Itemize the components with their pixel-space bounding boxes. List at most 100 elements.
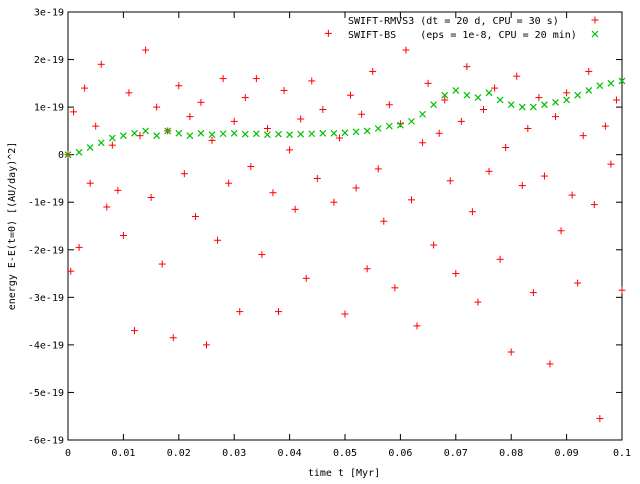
data-point-rmvs3 xyxy=(67,267,75,275)
data-point-rmvs3 xyxy=(75,243,83,251)
x-tick-label: 0.07 xyxy=(444,448,468,459)
data-point-rmvs3 xyxy=(446,177,454,185)
x-tick-label: 0.04 xyxy=(278,448,302,459)
data-point-bs xyxy=(164,127,172,135)
data-point-rmvs3 xyxy=(535,94,543,102)
data-point-rmvs3 xyxy=(385,101,393,109)
data-point-rmvs3 xyxy=(513,72,521,80)
data-point-bs xyxy=(131,129,138,137)
data-point-rmvs3 xyxy=(402,46,410,54)
data-point-rmvs3 xyxy=(396,120,404,128)
data-point-rmvs3 xyxy=(574,279,582,287)
y-tick-label: 1e-19 xyxy=(34,103,64,114)
data-point-rmvs3 xyxy=(612,96,620,104)
plot-border xyxy=(67,11,623,441)
data-point-rmvs3 xyxy=(557,227,565,235)
data-point-rmvs3 xyxy=(130,327,138,335)
data-point-rmvs3 xyxy=(153,103,161,111)
data-point-rmvs3 xyxy=(286,146,294,154)
data-point-bs xyxy=(341,129,349,137)
x-tick-label: 0.1 xyxy=(613,448,631,459)
data-point-bs xyxy=(396,121,404,129)
data-point-rmvs3 xyxy=(430,241,438,249)
data-point-rmvs3 xyxy=(568,191,576,199)
data-point-bs xyxy=(507,101,515,109)
legend-label-bs: SWIFT-BS (eps = 1e-8, CPU = 20 min) xyxy=(348,30,577,41)
data-point-bs xyxy=(408,117,415,125)
data-point-rmvs3 xyxy=(191,212,199,220)
data-point-rmvs3 xyxy=(424,79,432,87)
data-point-rmvs3 xyxy=(507,348,515,356)
data-point-bs xyxy=(208,131,216,139)
data-point-rmvs3 xyxy=(618,286,626,294)
data-point-bs xyxy=(252,130,260,138)
data-point-rmvs3 xyxy=(169,334,177,342)
data-point-rmvs3 xyxy=(529,289,537,297)
data-point-bs xyxy=(529,103,537,111)
data-point-rmvs3 xyxy=(419,139,427,147)
data-point-rmvs3 xyxy=(208,136,216,144)
data-point-rmvs3 xyxy=(585,67,593,75)
x-tick-label: 0.01 xyxy=(111,448,135,459)
data-point-bs xyxy=(230,129,238,137)
data-point-bs xyxy=(153,132,161,140)
data-point-bs xyxy=(474,94,482,102)
data-point-bs xyxy=(419,110,426,118)
data-point-bs xyxy=(97,139,105,147)
data-point-rmvs3 xyxy=(313,174,321,182)
data-point-rmvs3 xyxy=(491,84,499,92)
data-point-rmvs3 xyxy=(452,270,460,278)
series-rmvs3 xyxy=(64,29,626,423)
data-point-rmvs3 xyxy=(347,91,355,99)
plot-frame xyxy=(67,11,623,441)
data-point-bs xyxy=(75,148,83,156)
data-point-rmvs3 xyxy=(275,308,283,316)
data-point-bs xyxy=(352,128,360,136)
x-tick-label: 0 xyxy=(65,448,71,459)
data-point-rmvs3 xyxy=(435,129,443,137)
data-point-rmvs3 xyxy=(119,232,127,240)
data-point-bs xyxy=(264,131,271,139)
data-point-rmvs3 xyxy=(590,201,598,209)
y-tick-label: -3e-19 xyxy=(28,293,64,304)
x-axis-label: time t [Myr] xyxy=(308,468,380,479)
data-point-bs xyxy=(186,132,194,140)
data-point-bs xyxy=(286,131,294,139)
data-point-rmvs3 xyxy=(391,284,399,292)
data-point-rmvs3 xyxy=(552,113,560,121)
data-point-bs xyxy=(585,87,593,94)
data-point-rmvs3 xyxy=(197,98,205,106)
data-point-rmvs3 xyxy=(142,46,150,54)
y-tick-label: -2e-19 xyxy=(28,245,64,256)
data-point-rmvs3 xyxy=(269,189,277,197)
data-point-bs xyxy=(485,89,493,97)
data-point-rmvs3 xyxy=(180,170,188,178)
data-point-rmvs3 xyxy=(369,67,377,75)
y-axis-label: energy E-E(t=0) [(AU/day)^2] xyxy=(7,142,18,311)
data-point-bs xyxy=(463,91,471,99)
data-point-rmvs3 xyxy=(92,122,100,130)
data-point-rmvs3 xyxy=(601,122,609,130)
data-point-rmvs3 xyxy=(247,163,255,171)
legend-symbol-plus xyxy=(591,16,599,24)
data-point-rmvs3 xyxy=(607,160,615,168)
data-point-rmvs3 xyxy=(97,60,105,68)
data-point-rmvs3 xyxy=(125,89,133,97)
x-axis: 0 0.01 0.02 0.03 0.04 0.05 0.06 0.07 0.08 0.09 0.1 xyxy=(65,12,631,459)
data-point-rmvs3 xyxy=(108,141,116,149)
data-point-bs xyxy=(596,82,604,90)
data-point-rmvs3 xyxy=(358,110,366,118)
data-point-rmvs3 xyxy=(308,77,316,85)
data-point-rmvs3 xyxy=(230,117,238,125)
data-point-rmvs3 xyxy=(341,310,349,318)
data-point-rmvs3 xyxy=(319,105,327,113)
data-point-bs xyxy=(86,144,94,151)
legend-label-rmvs3: SWIFT-RMVS3 (dt = 20 d, CPU = 30 s) xyxy=(348,16,559,27)
data-point-bs xyxy=(607,79,615,87)
data-point-bs xyxy=(374,125,382,132)
data-point-rmvs3 xyxy=(496,255,504,263)
data-point-rmvs3 xyxy=(335,134,343,142)
data-point-rmvs3 xyxy=(86,179,94,187)
data-point-bs xyxy=(441,91,449,99)
